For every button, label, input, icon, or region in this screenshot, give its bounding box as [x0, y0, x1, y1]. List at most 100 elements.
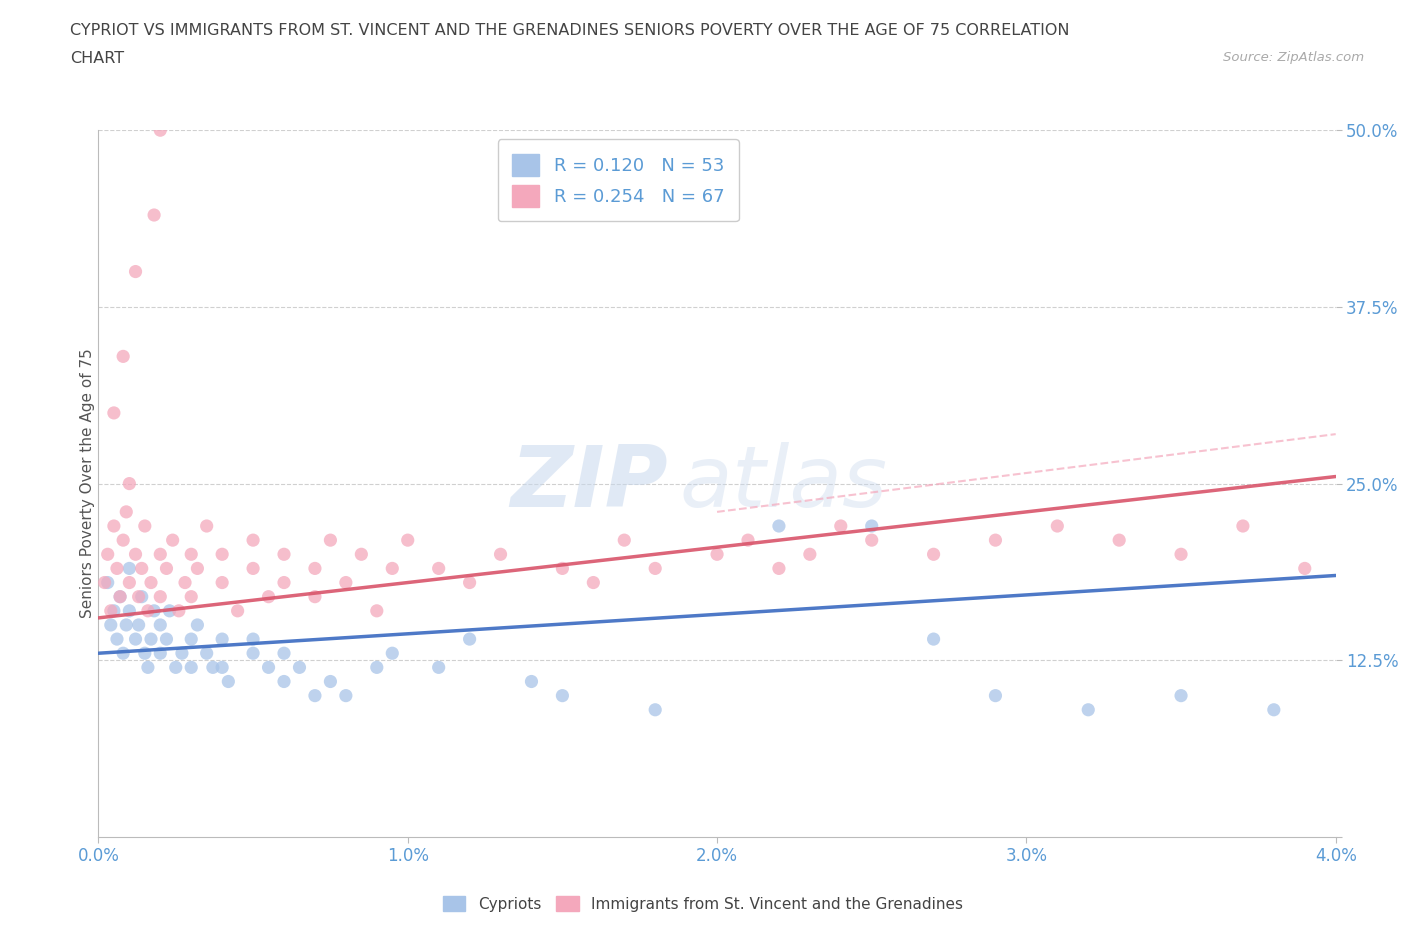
Point — [922, 631, 945, 646]
Point — [830, 519, 852, 534]
Point — [97, 547, 120, 562]
Point — [103, 604, 125, 618]
Point — [273, 645, 295, 660]
Point — [1108, 533, 1130, 548]
Point — [242, 561, 264, 576]
Point — [551, 561, 574, 576]
Point — [489, 547, 512, 562]
Point — [195, 519, 218, 534]
Point — [149, 123, 172, 138]
Point — [124, 264, 146, 279]
Point — [180, 590, 202, 604]
Point — [304, 561, 326, 576]
Point — [124, 547, 146, 562]
Point — [165, 660, 187, 675]
Text: atlas: atlas — [681, 442, 889, 525]
Point — [118, 604, 141, 618]
Point — [799, 547, 821, 562]
Point — [706, 547, 728, 562]
Point — [381, 561, 404, 576]
Point — [458, 575, 481, 590]
Point — [186, 618, 208, 632]
Point — [174, 575, 197, 590]
Text: CYPRIOT VS IMMIGRANTS FROM ST. VINCENT AND THE GRENADINES SENIORS POVERTY OVER T: CYPRIOT VS IMMIGRANTS FROM ST. VINCENT A… — [70, 23, 1070, 38]
Point — [1170, 688, 1192, 703]
Point — [139, 631, 162, 646]
Point — [319, 674, 342, 689]
Point — [613, 533, 636, 548]
Point — [115, 504, 138, 519]
Point — [112, 349, 135, 364]
Point — [644, 561, 666, 576]
Point — [922, 547, 945, 562]
Point — [131, 561, 153, 576]
Point — [136, 604, 159, 618]
Point — [118, 575, 141, 590]
Text: ZIP: ZIP — [510, 442, 668, 525]
Point — [180, 660, 202, 675]
Point — [350, 547, 373, 562]
Legend: R = 0.120   N = 53, R = 0.254   N = 67: R = 0.120 N = 53, R = 0.254 N = 67 — [498, 140, 738, 221]
Point — [242, 645, 264, 660]
Point — [105, 631, 128, 646]
Point — [128, 618, 150, 632]
Point — [162, 533, 184, 548]
Point — [1263, 702, 1285, 717]
Point — [143, 604, 166, 618]
Point — [211, 660, 233, 675]
Point — [180, 631, 202, 646]
Point — [211, 631, 233, 646]
Point — [427, 660, 450, 675]
Point — [257, 660, 280, 675]
Point — [226, 604, 249, 618]
Point — [124, 631, 146, 646]
Point — [1046, 519, 1069, 534]
Point — [427, 561, 450, 576]
Point — [149, 590, 172, 604]
Point — [984, 688, 1007, 703]
Text: Source: ZipAtlas.com: Source: ZipAtlas.com — [1223, 51, 1364, 64]
Point — [211, 547, 233, 562]
Point — [155, 561, 177, 576]
Point — [115, 618, 138, 632]
Point — [159, 604, 181, 618]
Point — [134, 645, 156, 660]
Point — [304, 590, 326, 604]
Point — [139, 575, 162, 590]
Legend: Cypriots, Immigrants from St. Vincent and the Grenadines: Cypriots, Immigrants from St. Vincent an… — [436, 889, 970, 918]
Point — [1077, 702, 1099, 717]
Point — [201, 660, 224, 675]
Y-axis label: Seniors Poverty Over the Age of 75: Seniors Poverty Over the Age of 75 — [80, 349, 94, 618]
Point — [396, 533, 419, 548]
Point — [195, 645, 218, 660]
Point — [100, 618, 122, 632]
Point — [319, 533, 342, 548]
Point — [118, 561, 141, 576]
Point — [217, 674, 239, 689]
Point — [335, 688, 357, 703]
Point — [134, 519, 156, 534]
Point — [180, 547, 202, 562]
Point — [167, 604, 190, 618]
Point — [211, 575, 233, 590]
Point — [520, 674, 543, 689]
Point — [273, 547, 295, 562]
Point — [186, 561, 208, 576]
Point — [1294, 561, 1316, 576]
Point — [551, 688, 574, 703]
Point — [366, 604, 388, 618]
Point — [100, 604, 122, 618]
Point — [149, 645, 172, 660]
Point — [1232, 519, 1254, 534]
Point — [644, 702, 666, 717]
Point — [984, 533, 1007, 548]
Point — [170, 645, 193, 660]
Point — [242, 533, 264, 548]
Point — [860, 519, 883, 534]
Point — [93, 575, 115, 590]
Point — [108, 590, 131, 604]
Point — [155, 631, 177, 646]
Point — [1170, 547, 1192, 562]
Point — [304, 688, 326, 703]
Point — [768, 561, 790, 576]
